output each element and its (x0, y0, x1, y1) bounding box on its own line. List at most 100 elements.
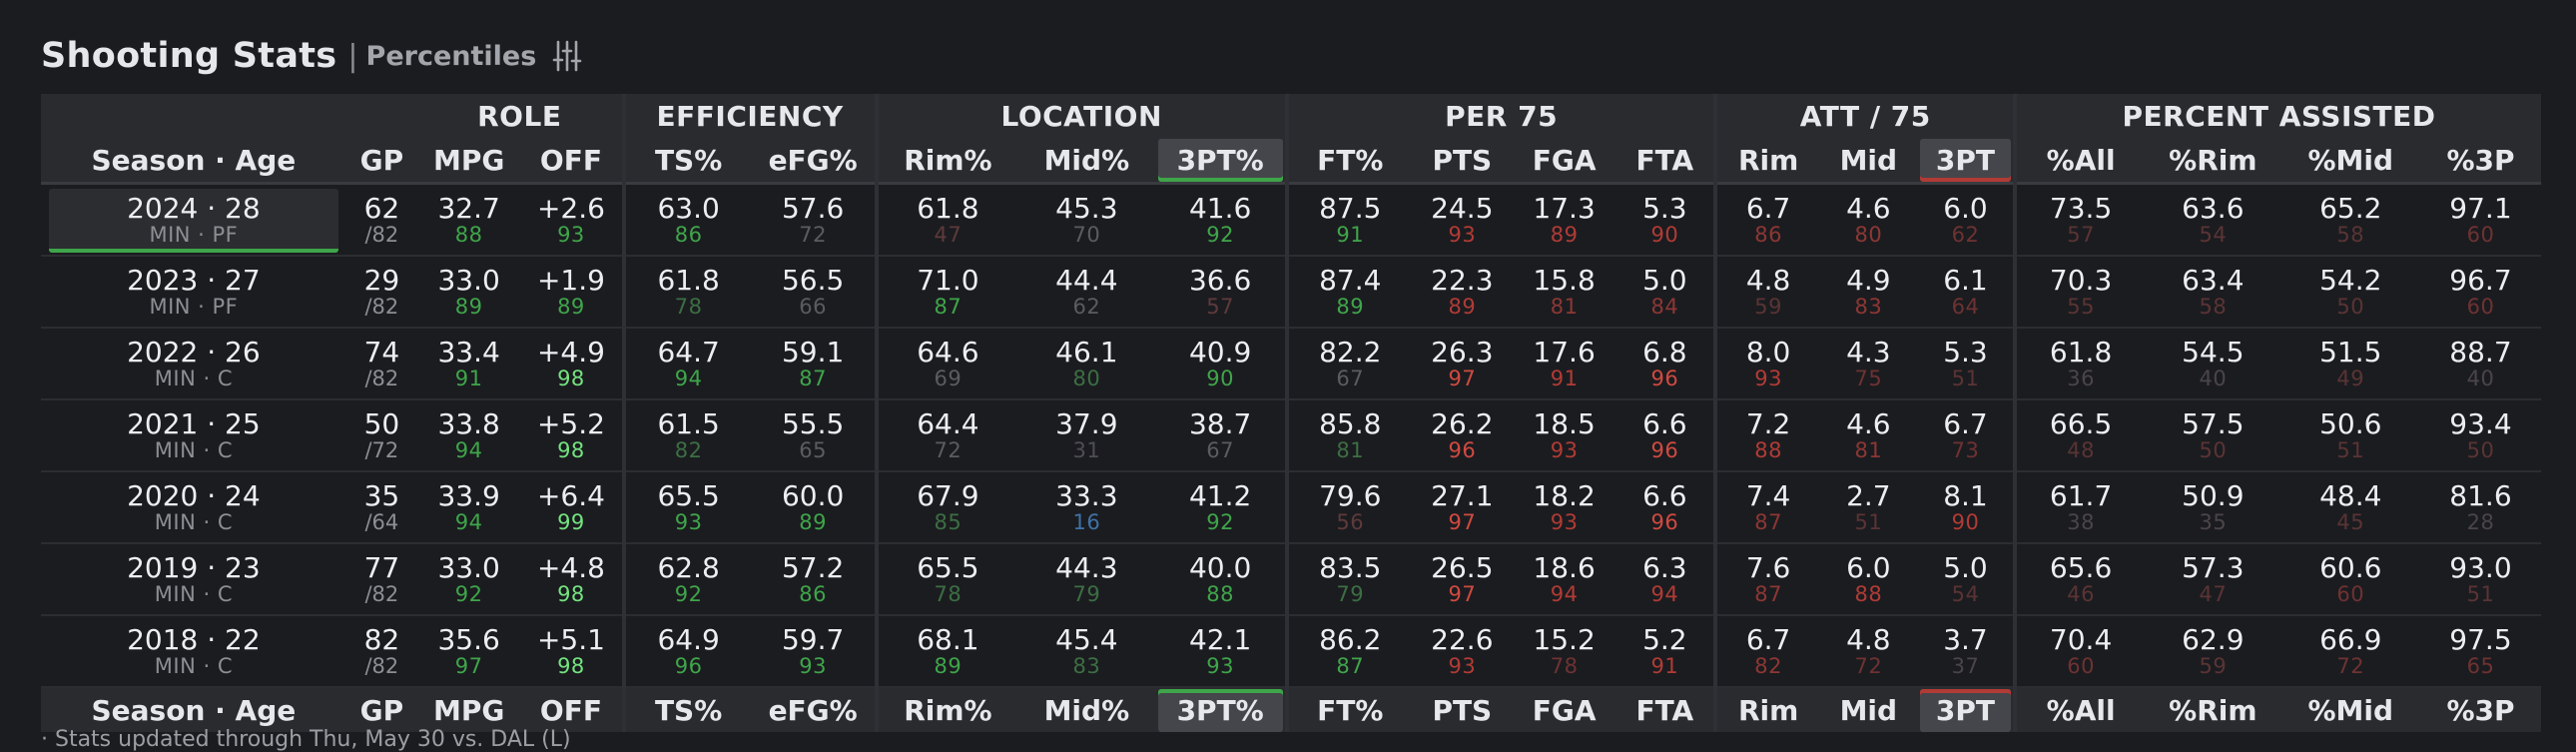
stat-value: 57.5 (2182, 407, 2245, 440)
column-header-ts-pct[interactable]: TS% (621, 686, 752, 732)
stat-cell-pctmid: 66.9 72 (2280, 615, 2420, 688)
stat-value: 67.9 (917, 479, 979, 512)
column-header-label: %All (2046, 693, 2116, 727)
table-row[interactable]: 2020 · 24 MIN · C 35/64 33.9 94 +6.4 99 65.5 93 6… (41, 471, 2541, 544)
stat-value: 57.3 (2182, 551, 2245, 584)
column-header-fga[interactable]: FGA (1512, 686, 1616, 732)
stat-value: 65.5 (917, 551, 979, 584)
stat-percentile: 72 (2336, 654, 2365, 678)
stat-value: 4.6 (1846, 407, 1891, 440)
stat-percentile: 47 (934, 223, 963, 247)
column-header-ft-pct[interactable]: FT% (1284, 686, 1412, 732)
stat-cell-efg-pct: 56.5 66 (751, 256, 877, 329)
column-header-pctmid[interactable]: %Mid (2280, 686, 2420, 732)
column-header-pctrim[interactable]: %Rim (2145, 138, 2281, 185)
column-header-3pt-pct[interactable]: 3PT% (1155, 686, 1287, 732)
column-header-pctall[interactable]: %All (2013, 686, 2146, 732)
column-header-ft-pct[interactable]: FT% (1284, 138, 1412, 185)
season-age-cell[interactable]: 2021 · 25 MIN · C (41, 399, 346, 472)
stat-value: 79.6 (1319, 479, 1382, 512)
column-header-fta[interactable]: FTA (1615, 686, 1716, 732)
team-position: MIN · C (154, 367, 233, 390)
column-header-off[interactable]: OFF (520, 686, 624, 732)
column-header-pctmid[interactable]: %Mid (2280, 138, 2420, 185)
column-header-fta[interactable]: FTA (1615, 138, 1716, 185)
stat-cell-pctmid: 50.6 51 (2280, 399, 2420, 472)
season-age-cell[interactable]: 2018 · 22 MIN · C (41, 615, 346, 688)
games-total: /82 (364, 295, 399, 319)
column-header-mid-pct[interactable]: Mid% (1017, 138, 1156, 185)
table-row[interactable]: 2022 · 26 MIN · C 74/82 33.4 91 +4.9 98 64.7 94 5… (41, 328, 2541, 400)
stat-cell-mid-pct: 33.3 16 (1017, 471, 1156, 544)
column-header-fga[interactable]: FGA (1512, 138, 1616, 185)
stat-percentile: 79 (1072, 582, 1101, 606)
column-header-3pt-att[interactable]: 3PT (1917, 686, 2016, 732)
season-age-cell[interactable]: 2020 · 24 MIN · C (41, 471, 346, 544)
stat-cell-pctrim: 57.3 47 (2145, 543, 2281, 616)
column-header-rim[interactable]: Rim (1713, 686, 1819, 732)
stat-value: 36.6 (1188, 264, 1252, 297)
column-header-pctall[interactable]: %All (2013, 138, 2146, 185)
column-header-pts[interactable]: PTS (1411, 686, 1513, 732)
stat-cell-fga: 18.6 94 (1512, 543, 1616, 616)
column-header-season-age[interactable]: Season · Age (41, 686, 346, 732)
column-header-mid-pct[interactable]: Mid% (1017, 686, 1156, 732)
table-row[interactable]: 2024 · 28 MIN · PF 62/82 32.7 88 +2.6 93 63.0 86… (41, 183, 2541, 257)
season-age-cell[interactable]: 2019 · 23 MIN · C (41, 543, 346, 616)
column-header-mpg[interactable]: MPG (417, 138, 521, 185)
season-age-cell[interactable]: 2022 · 26 MIN · C (41, 328, 346, 400)
column-header-season-age[interactable]: Season · Age (41, 138, 346, 185)
column-header-rim-pct[interactable]: Rim% (874, 686, 1018, 732)
games-played: 29 (363, 264, 400, 297)
season-age-cell[interactable]: 2023 · 27 MIN · PF (41, 256, 346, 329)
column-header-rim-pct[interactable]: Rim% (874, 138, 1018, 185)
column-header-pct3p[interactable]: %3P (2419, 138, 2541, 185)
stat-percentile: 98 (557, 367, 585, 390)
column-header-pctrim[interactable]: %Rim (2145, 686, 2281, 732)
column-header-label: TS% (654, 143, 723, 177)
stat-percentile: 57 (1206, 295, 1235, 319)
stat-value: 55.5 (781, 407, 845, 440)
column-header-mid[interactable]: Mid (1818, 686, 1918, 732)
stat-value: 33.0 (437, 264, 500, 297)
stat-cell-pts: 22.6 93 (1411, 615, 1513, 688)
column-header-rim[interactable]: Rim (1713, 138, 1819, 185)
sliders-icon[interactable] (552, 39, 582, 73)
column-header-3pt-pct[interactable]: 3PT% (1155, 138, 1287, 185)
stat-percentile: 46 (2067, 582, 2095, 606)
stat-value: 64.7 (657, 336, 720, 369)
column-header-gp[interactable]: GP (345, 686, 418, 732)
table-row[interactable]: 2019 · 23 MIN · C 77/82 33.0 92 +4.8 98 62.8 92 5… (41, 543, 2541, 616)
column-footer-row: Season · Age GP MPG OFF TS% eFG% Rim% Mid% 3PT% F… (41, 686, 2541, 732)
table-row[interactable]: 2023 · 27 MIN · PF 29/82 33.0 89 +1.9 89 61.8 78… (41, 256, 2541, 329)
stat-percentile: 91 (1550, 367, 1579, 390)
stat-value: 62.9 (2182, 623, 2245, 656)
stat-value: 6.8 (1642, 336, 1687, 369)
column-header-gp[interactable]: GP (345, 138, 418, 185)
table-row[interactable]: 2018 · 22 MIN · C 82/82 35.6 97 +5.1 98 64.9 96 5… (41, 615, 2541, 688)
stat-value: 86.2 (1319, 623, 1382, 656)
column-header-efg-pct[interactable]: eFG% (751, 138, 877, 185)
games-total: /64 (364, 510, 399, 534)
season-age: 2019 · 23 (127, 551, 261, 584)
column-header-efg-pct[interactable]: eFG% (751, 686, 877, 732)
column-header-off[interactable]: OFF (520, 138, 624, 185)
stat-value: 5.2 (1642, 623, 1687, 656)
column-header-mpg[interactable]: MPG (417, 686, 521, 732)
column-header-3pt-att[interactable]: 3PT (1917, 138, 2016, 185)
stat-value: 64.9 (657, 623, 720, 656)
stat-value: 3.7 (1943, 623, 1988, 656)
stat-percentile: 67 (1206, 438, 1235, 462)
stat-cell-off: +5.2 98 (520, 399, 624, 472)
column-header-pts[interactable]: PTS (1411, 138, 1513, 185)
column-header-mid[interactable]: Mid (1818, 138, 1918, 185)
stat-percentile: 50 (2466, 438, 2495, 462)
stat-value: 61.7 (2049, 479, 2113, 512)
season-age-cell[interactable]: 2024 · 28 MIN · PF (41, 183, 346, 257)
column-header-pct3p[interactable]: %3P (2419, 686, 2541, 732)
column-header-label: PTS (1432, 693, 1493, 727)
table-row[interactable]: 2021 · 25 MIN · C 50/72 33.8 94 +5.2 98 61.5 82 5… (41, 399, 2541, 472)
column-header-ts-pct[interactable]: TS% (621, 138, 752, 185)
stat-percentile: 80 (1072, 367, 1101, 390)
stat-value: 65.6 (2049, 551, 2113, 584)
